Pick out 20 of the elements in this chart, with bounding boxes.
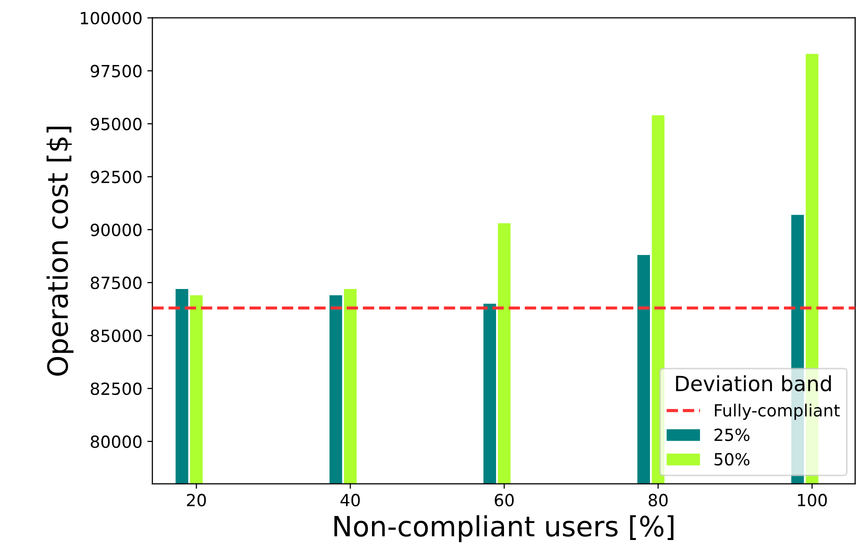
y-axis-title: Operation cost [$]	[46, 126, 74, 376]
x-tick-label: 20	[187, 494, 206, 506]
y-tick-label: 92500	[90, 170, 142, 184]
x-tick-label: 60	[494, 494, 514, 506]
legend-label: Fully-compliant	[714, 404, 840, 420]
y-tick-label: 80000	[90, 435, 142, 448]
y-tick-label: 90000	[90, 224, 142, 236]
y-tick-label: 87500	[90, 276, 142, 290]
x-tick-label: 100	[798, 494, 827, 506]
y-tick-label: 82500	[90, 382, 142, 396]
y-tick-label: 95000	[90, 118, 142, 130]
legend-label: 25%	[714, 428, 750, 442]
x-axis-title: Non-compliant users [%]	[334, 515, 674, 542]
x-tick-label: 80	[648, 494, 668, 506]
y-tick-label: 97500	[90, 64, 142, 78]
legend-title: Deviation band	[676, 375, 831, 392]
y-tick-label: 100000	[80, 12, 142, 24]
y-tick-label: 85000	[90, 330, 142, 342]
x-tick-label: 40	[340, 494, 360, 506]
legend-label: 50%	[714, 452, 750, 466]
